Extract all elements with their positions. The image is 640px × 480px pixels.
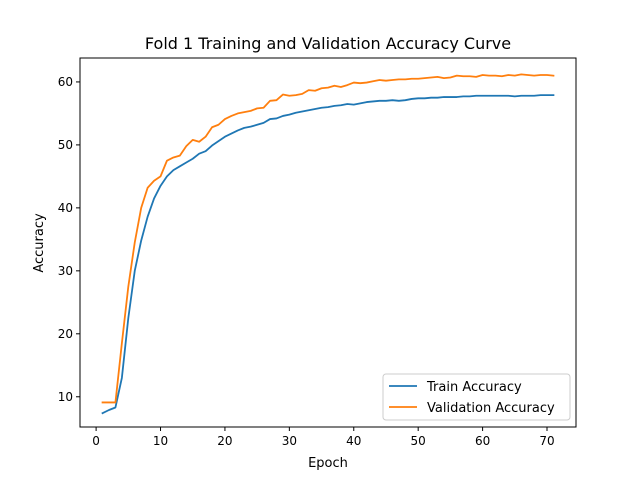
legend: Train Accuracy Validation Accuracy <box>382 373 571 421</box>
y-tick-label: 30 <box>58 264 73 278</box>
series-line-1 <box>101 73 555 404</box>
x-tick-label: 70 <box>539 434 554 448</box>
y-axis: 10 20 30 40 50 60 <box>58 75 80 404</box>
y-tick-label: 20 <box>58 327 73 341</box>
y-axis-label: Accuracy <box>32 213 47 273</box>
y-tick-label: 40 <box>58 201 73 215</box>
y-tick-label: 10 <box>58 390 73 404</box>
legend-label-1: Validation Accuracy <box>427 401 555 416</box>
x-tick-label: 20 <box>217 434 232 448</box>
x-axis-label: Epoch <box>308 456 348 471</box>
x-tick-label: 0 <box>92 434 100 448</box>
series-line-0 <box>101 94 555 415</box>
plot-frame <box>79 57 577 428</box>
y-tick-label: 60 <box>58 75 73 89</box>
x-tick-label: 60 <box>475 434 490 448</box>
x-tick-label: 50 <box>411 434 426 448</box>
chart-title: Fold 1 Training and Validation Accuracy … <box>145 34 511 53</box>
x-tick-label: 40 <box>346 434 361 448</box>
legend-box <box>382 373 571 421</box>
legend-label-0: Train Accuracy <box>426 380 522 395</box>
x-tick-label: 10 <box>153 434 168 448</box>
y-tick-label: 50 <box>58 138 73 152</box>
plot-area <box>101 73 555 415</box>
x-tick-label: 30 <box>282 434 297 448</box>
x-axis: 0 10 20 30 40 50 60 70 <box>92 427 555 448</box>
